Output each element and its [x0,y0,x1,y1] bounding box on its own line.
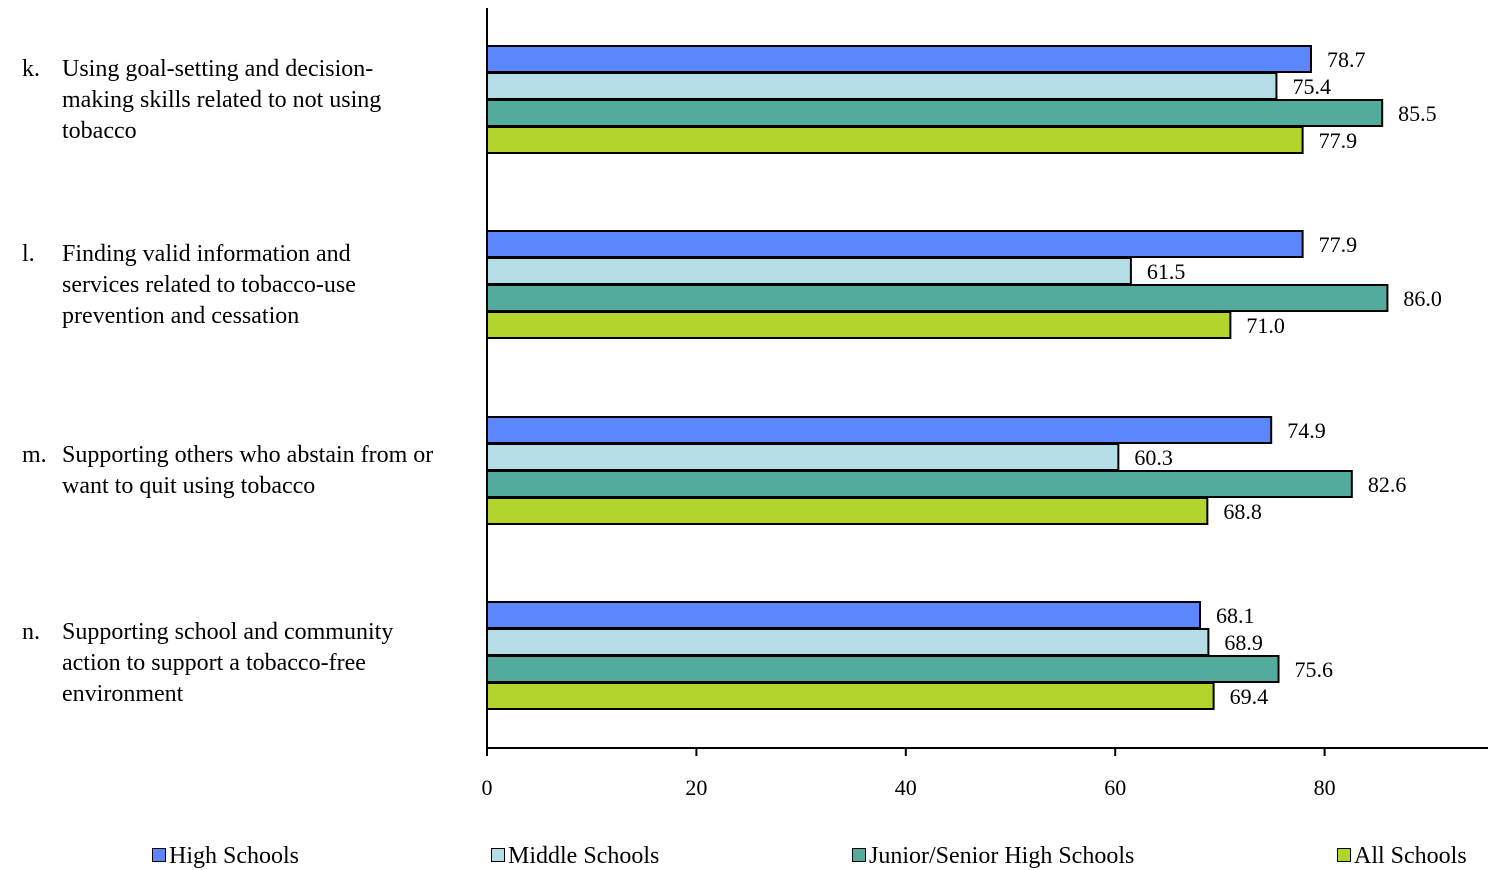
legend-label: Junior/Senior High Schools [869,843,1135,869]
legend-item: Junior/Senior High Schools [852,842,1134,870]
bar [486,470,1353,498]
category-text-line: Supporting school and community [62,619,394,645]
bar [486,682,1215,710]
data-label: 60.3 [1134,445,1173,470]
bar [486,126,1304,154]
legend-item: Middle Schools [491,842,659,870]
category-letter: n. [22,619,40,645]
category-text-line: environment [62,681,184,707]
category-text-line: action to support a tobacco-free [62,650,366,676]
legend-swatch [152,848,166,863]
legend-swatch [852,848,866,863]
bar [486,257,1132,285]
category-text-line: Using goal-setting and decision- [62,56,374,82]
category-letter: k. [22,56,40,82]
bar [486,284,1389,312]
data-label: 86.0 [1403,286,1442,311]
data-label: 75.6 [1295,657,1334,682]
legend-label: All Schools [1354,843,1467,869]
bar [486,443,1120,471]
data-label: 68.8 [1223,499,1262,524]
legend-label: Middle Schools [508,843,660,869]
category-text-line: services related to tobacco-use [62,272,356,298]
bar [486,416,1273,444]
category-text: Finding valid information and services re… [62,239,482,332]
legend-item: High Schools [152,842,299,870]
data-label: 77.9 [1319,232,1358,257]
data-label: 74.9 [1287,418,1326,443]
category-text-line: making skills related to not using [62,87,382,113]
x-tick-label: 80 [1314,775,1336,800]
data-label: 82.6 [1368,472,1407,497]
bar [486,655,1280,683]
data-label: 68.9 [1224,630,1263,655]
bar [486,628,1210,656]
data-label: 78.7 [1327,47,1366,72]
data-label: 69.4 [1230,684,1269,709]
category-letter: l. [22,241,35,267]
bar [486,72,1278,100]
bar [486,230,1304,258]
category-text-line: tobacco [62,118,137,144]
category-text-line: prevention and cessation [62,303,300,329]
category-text: Using goal-setting and decision-making s… [62,54,482,147]
bar [486,99,1384,127]
category-text-line: Finding valid information and [62,241,351,267]
bar [486,45,1312,73]
data-label: 77.9 [1319,128,1358,153]
bar [486,601,1202,629]
legend-swatch [491,848,505,863]
x-tick-label: 60 [1104,775,1126,800]
x-tick-label: 40 [895,775,917,800]
legend-item: All Schools [1337,842,1467,870]
category-text: Supporting others who abstain from or wan… [62,440,482,502]
category-text: Supporting school and community action to… [62,617,482,710]
data-label: 85.5 [1398,101,1437,126]
data-label: 68.1 [1216,603,1255,628]
category-text-line: Supporting others who abstain from or [62,442,434,468]
x-tick-label: 0 [482,775,493,800]
data-label: 71.0 [1246,313,1285,338]
category-text-line: want to quit using tobacco [62,473,316,499]
data-label: 75.4 [1292,74,1331,99]
category-letter: m. [22,442,47,468]
bar [486,311,1232,339]
legend-label: High Schools [169,843,300,869]
x-tick-label: 20 [685,775,707,800]
legend-swatch [1337,848,1351,863]
data-label: 61.5 [1147,259,1186,284]
bar [486,497,1209,525]
